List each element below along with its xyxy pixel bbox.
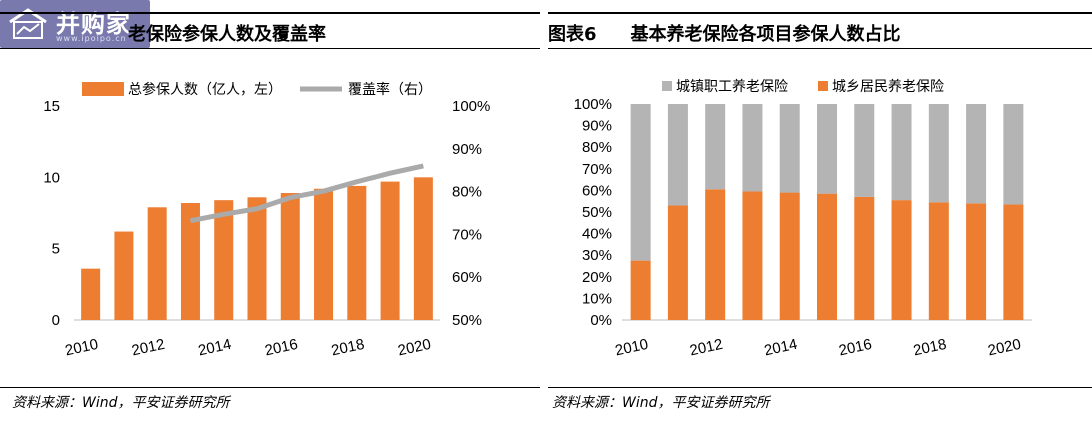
bar-rural-2013 [742, 191, 763, 320]
x-tick-label: 2016 [263, 336, 299, 360]
x-tick-label: 2012 [688, 336, 724, 360]
source-note: 资料来源：Wind，平安证券研究所 [552, 395, 770, 411]
legend-swatch-rural [818, 81, 828, 91]
bar-rural-2010 [630, 260, 651, 320]
y-tick-label-right: 50% [452, 312, 482, 329]
bar-rural-2016 [854, 196, 875, 320]
bar-rural-2014 [779, 192, 800, 320]
bar-rural-2012 [705, 189, 726, 320]
y-tick-label: 20% [582, 269, 612, 286]
legend-swatch-urban [662, 81, 672, 91]
bar-total-2014 [214, 200, 234, 320]
bar-total-2010 [81, 268, 101, 320]
y-tick-label: 10% [582, 290, 612, 307]
bar-urban-2016 [854, 104, 875, 197]
y-tick-label-left: 15 [43, 98, 60, 115]
right-chart: 城镇职工养老保险 城乡居民养老保险 0% 10% 20% 30% 40% 50% 60% 70% 8… [574, 78, 1032, 360]
y-tick-label: 60% [582, 182, 612, 199]
figure-number: 图表6 [548, 24, 597, 45]
bar-urban-2013 [742, 104, 763, 192]
x-tick-label: 2020 [986, 336, 1022, 360]
y-tick-label-right: 80% [452, 184, 482, 201]
house-chart-icon [9, 8, 47, 39]
y-tick-label: 100% [574, 96, 612, 113]
bar-rural-2017 [891, 200, 912, 320]
bar-total-2019 [380, 181, 400, 320]
y-tick-label: 30% [582, 247, 612, 264]
bar-total-2015 [247, 197, 267, 320]
x-tick-label: 2018 [330, 336, 366, 360]
source-rule [548, 387, 1092, 388]
bar-rural-2020 [1003, 204, 1024, 320]
y-tick-label: 80% [582, 139, 612, 156]
bar-urban-2014 [779, 104, 800, 193]
bar-total-2012 [147, 207, 167, 320]
x-tick-label: 2014 [763, 336, 799, 360]
x-tick-label: 2018 [912, 336, 948, 360]
watermark-logo: 并购家 www.ipoipo.cn [0, 0, 150, 48]
x-tick-label: 2014 [197, 336, 233, 360]
y-tick-label-left: 0 [52, 312, 60, 329]
bar-total-2016 [280, 193, 300, 320]
y-tick-label-right: 100% [452, 98, 490, 115]
title-rule [0, 12, 540, 49]
bar-total-2017 [314, 188, 334, 320]
bar-total-2020 [413, 177, 433, 320]
chart-title: 老保险参保人数及覆盖率 [128, 24, 326, 45]
y-tick-label: 70% [582, 161, 612, 178]
x-tick-label: 2010 [614, 336, 650, 360]
left-chart-panel: 老保险参保人数及覆盖率 总参保人数（亿人，左） 覆盖率（右） 0 5 10 15 50% 60… [0, 0, 540, 422]
y-tick-label-left: 10 [43, 169, 60, 186]
legend-swatch-total [82, 82, 124, 96]
bar-urban-2015 [817, 104, 837, 194]
legend-label-coverage: 覆盖率（右） [348, 81, 432, 97]
y-tick-label-right: 90% [452, 141, 482, 158]
y-tick-label-left: 5 [52, 241, 60, 258]
bar-total-2013 [180, 203, 200, 320]
bar-rural-2018 [928, 202, 949, 320]
coverage-line [189, 163, 424, 224]
x-tick-label: 2012 [130, 336, 166, 360]
x-tick-label: 2020 [396, 336, 432, 360]
x-tick-label: 2016 [837, 336, 873, 360]
y-tick-label: 40% [582, 226, 612, 243]
left-chart: 总参保人数（亿人，左） 覆盖率（右） 0 5 10 15 50% 60% 70% 80% 90% 10… [43, 81, 490, 360]
title-rule [548, 12, 1092, 49]
y-tick-label: 90% [582, 118, 612, 135]
y-tick-label: 0% [590, 312, 612, 329]
legend-label-urban: 城镇职工养老保险 [676, 78, 788, 94]
logo-text: 并购家 [56, 10, 131, 38]
bar-total-2018 [347, 185, 367, 320]
y-tick-label: 50% [582, 204, 612, 221]
bar-urban-2017 [891, 104, 912, 201]
bar-urban-2012 [705, 104, 726, 190]
legend-label-total: 总参保人数（亿人，左） [128, 81, 282, 97]
source-note: 资料来源：Wind，平安证券研究所 [12, 395, 230, 411]
bar-rural-2011 [667, 205, 688, 320]
bar-urban-2010 [630, 104, 651, 261]
chart-title-text: 基本养老保险各项目参保人数占比 [630, 24, 901, 45]
y-tick-label-right: 60% [452, 269, 482, 286]
logo-url: www.ipoipo.cn [56, 34, 127, 43]
right-chart-panel: 图表6 基本养老保险各项目参保人数占比 城镇职工养老保险 城乡居民养老保险 0% 10%… [548, 0, 1092, 422]
bar-rural-2015 [817, 193, 837, 320]
bar-urban-2011 [667, 104, 688, 206]
bar-urban-2019 [966, 104, 987, 204]
bar-urban-2018 [928, 104, 949, 203]
source-rule [0, 387, 540, 388]
bar-rural-2019 [966, 203, 987, 320]
y-tick-label-right: 70% [452, 226, 482, 243]
legend-label-rural: 城乡居民养老保险 [832, 78, 944, 94]
bar-total-2011 [114, 231, 134, 320]
bar-urban-2020 [1003, 104, 1024, 205]
x-tick-label: 2010 [64, 336, 100, 360]
chart-title: 图表6 基本养老保险各项目参保人数占比 [548, 20, 901, 46]
